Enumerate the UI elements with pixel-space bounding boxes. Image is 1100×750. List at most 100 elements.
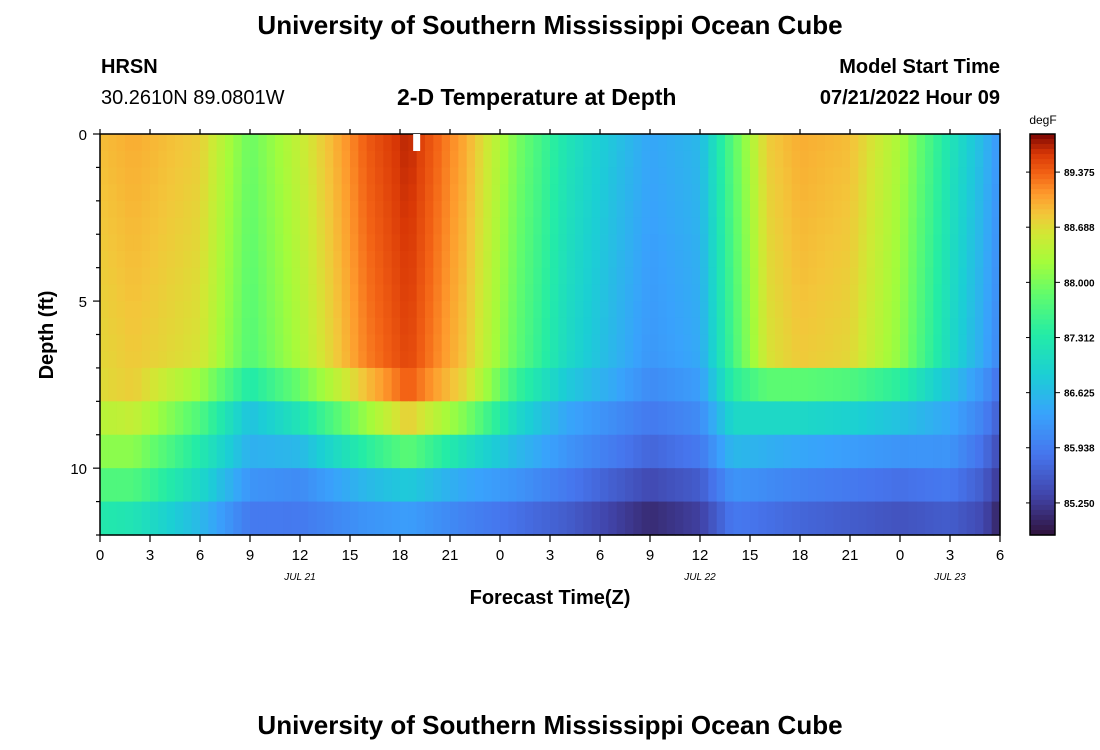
heatmap-cell [141, 317, 151, 336]
heatmap-cell [116, 434, 126, 469]
colorbar-swatch [1030, 389, 1055, 396]
heatmap-cell [775, 217, 784, 235]
heatmap-cell [508, 217, 518, 235]
heatmap-cell [258, 250, 268, 269]
heatmap-cell [900, 468, 909, 503]
heatmap-cell [391, 134, 401, 152]
heatmap-cell [808, 434, 818, 469]
heatmap-cell [150, 184, 159, 202]
heatmap-cell [891, 250, 901, 269]
heatmap-cell [933, 184, 943, 202]
heatmap-cell [266, 234, 276, 252]
heatmap-cell [133, 167, 143, 185]
heatmap-cell [958, 468, 968, 503]
heatmap-cell [633, 134, 643, 152]
heatmap-cell [891, 468, 901, 503]
heatmap-cell [116, 267, 126, 285]
heatmap-cell [925, 284, 934, 302]
heatmap-cell [866, 317, 876, 336]
heatmap-cell [700, 367, 709, 402]
heatmap-cell [358, 184, 368, 202]
heatmap-cell [241, 267, 251, 285]
colorbar-swatch [1030, 454, 1055, 461]
heatmap-cell [450, 284, 459, 302]
heatmap-cell [358, 334, 368, 352]
heatmap-cell [366, 167, 376, 185]
heatmap-cell [816, 134, 826, 152]
colorbar-swatch [1030, 379, 1055, 386]
heatmap-cell [933, 434, 943, 469]
heatmap-cell [966, 234, 976, 252]
heatmap-cell [658, 134, 668, 152]
heatmap-cell [516, 334, 526, 352]
heatmap-cell [233, 367, 243, 402]
heatmap-cell [925, 217, 934, 235]
heatmap-cell [225, 134, 234, 152]
heatmap-cell [316, 134, 326, 152]
heatmap-cell [891, 334, 901, 352]
heatmap-cell [808, 134, 818, 152]
heatmap-cell [375, 267, 384, 285]
heatmap-cell [200, 401, 209, 436]
heatmap-cell [433, 200, 443, 219]
heatmap-cell [866, 401, 876, 436]
heatmap-cell [883, 351, 893, 369]
heatmap-cell [600, 317, 609, 336]
heatmap-cell [883, 167, 893, 185]
heatmap-cell [600, 501, 609, 536]
heatmap-cell [975, 284, 984, 302]
heatmap-cell [250, 250, 259, 269]
heatmap-cell [966, 267, 976, 285]
heatmap-cell [991, 167, 1001, 185]
heatmap-cell [641, 217, 651, 235]
heatmap-cell [991, 468, 1001, 503]
heatmap-cell [791, 301, 801, 319]
heatmap-cell [125, 401, 134, 436]
heatmap-cell [691, 401, 701, 436]
heatmap-cell [466, 167, 476, 185]
heatmap-cell [625, 167, 634, 185]
heatmap-cell [275, 317, 284, 336]
heatmap-cell [450, 334, 459, 352]
heatmap-cell [450, 250, 459, 269]
heatmap-cell [383, 200, 393, 219]
heatmap-cell [891, 317, 901, 336]
heatmap-cell [525, 150, 534, 169]
heatmap-cell [716, 200, 726, 219]
heatmap-cell [808, 501, 818, 536]
heatmap-cell [925, 200, 934, 219]
heatmap-cell [708, 184, 718, 202]
heatmap-cell [850, 167, 859, 185]
heatmap-cell [983, 167, 993, 185]
heatmap-cell [675, 167, 684, 185]
heatmap-cell [741, 234, 751, 252]
heatmap-cell [475, 334, 484, 352]
heatmap-cell [883, 301, 893, 319]
heatmap-cell [366, 367, 376, 402]
heatmap-cell [316, 367, 326, 402]
heatmap-cell [241, 250, 251, 269]
heatmap-cell [925, 301, 934, 319]
heatmap-cell [383, 367, 393, 402]
heatmap-cell [983, 200, 993, 219]
heatmap-cell [200, 468, 209, 503]
heatmap-cell [116, 468, 126, 503]
heatmap-cell [458, 267, 468, 285]
heatmap-cell [658, 150, 668, 169]
heatmap-cell [466, 317, 476, 336]
colorbar-swatch [1030, 324, 1055, 331]
heatmap-cell [700, 184, 709, 202]
heatmap-cell [341, 301, 351, 319]
heatmap-cell [900, 334, 909, 352]
heatmap-cell [708, 134, 718, 152]
heatmap-cell [350, 217, 359, 235]
heatmap-cell [575, 234, 584, 252]
heatmap-cell [583, 184, 593, 202]
x-axis-label: Forecast Time(Z) [470, 587, 631, 609]
heatmap-cell [966, 301, 976, 319]
heatmap-cell [691, 150, 701, 169]
heatmap-cell [183, 184, 193, 202]
heatmap-cell [575, 167, 584, 185]
heatmap-cell [708, 200, 718, 219]
heatmap-cell [358, 150, 368, 169]
